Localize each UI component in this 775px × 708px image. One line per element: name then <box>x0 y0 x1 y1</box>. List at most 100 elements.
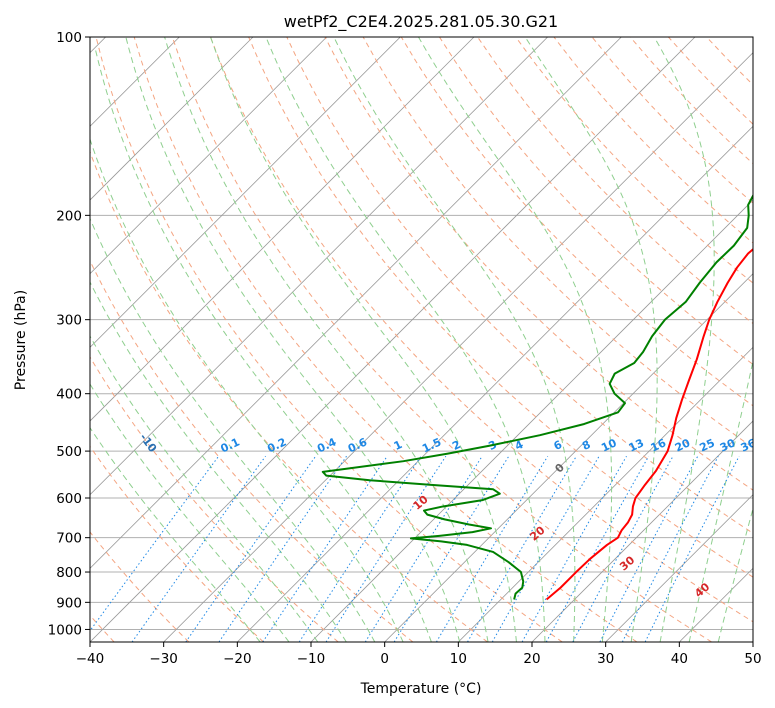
mixing-ratio-line-1 <box>262 455 388 642</box>
moist-adiabat-36 <box>653 37 715 642</box>
mixing-ratio-line-13 <box>521 455 627 642</box>
dry-adiabat-130 <box>515 37 753 284</box>
mixing-ratio-label: 13 <box>627 436 646 454</box>
dewpoint-profile <box>321 193 753 600</box>
y-tick-label: 800 <box>56 565 82 581</box>
moist-adiabat--8 <box>90 280 347 642</box>
mixing-ratio-label: 20 <box>673 436 693 454</box>
dry-adiabat-70 <box>286 37 753 534</box>
mixing-ratio-label: 0.6 <box>346 435 369 455</box>
dry-adiabat-10 <box>90 150 488 642</box>
isotherm--40 <box>90 37 696 642</box>
moist-adiabat-20 <box>265 37 546 642</box>
mixing-ratio-line-6 <box>435 455 549 642</box>
dry-adiabat-150 <box>591 37 753 204</box>
y-tick-label: 700 <box>56 531 82 547</box>
isotherm--70 <box>90 37 475 422</box>
y-tick-label: 900 <box>56 595 82 611</box>
mixing-ratio-label: 0.2 <box>265 435 288 455</box>
mixing-ratio-label: 36 <box>739 436 759 454</box>
x-tick-label: −10 <box>297 651 326 667</box>
y-tick-label: 400 <box>56 387 82 403</box>
isotherm--30 <box>163 52 753 642</box>
x-tick-label: −40 <box>76 651 105 667</box>
moist-adiabat--4 <box>90 217 376 642</box>
mixing-ratio-line-4 <box>393 455 510 642</box>
mixing-ratio-line-30 <box>621 455 719 642</box>
dry-adiabat--20 <box>90 445 264 642</box>
moist-adiabat-label: 20 <box>527 523 547 543</box>
isotherm--20 <box>237 125 753 642</box>
mixing-ratio-line-16 <box>545 455 650 642</box>
isotherm-10 <box>458 346 753 642</box>
moist-adiabat-label: 40 <box>692 580 712 600</box>
moist-adiabat-0 <box>90 137 404 642</box>
plot-frame <box>89 36 754 643</box>
moist-adiabat-24 <box>333 37 576 642</box>
dry-adiabat-60 <box>248 37 753 578</box>
dry-adiabat-100 <box>400 37 753 407</box>
moist-adiabat--16 <box>90 383 290 642</box>
isotherm-0 <box>384 273 753 642</box>
moist-adiabat-32 <box>524 37 658 642</box>
mixing-ratio-label: 10 <box>599 436 619 454</box>
moist-adiabat-8 <box>125 37 461 642</box>
moist-adiabat-16 <box>210 37 517 642</box>
y-tick-label: 100 <box>56 30 82 46</box>
mixing-ratio-label: 16 <box>649 436 669 454</box>
chart-title: wetPf2_C2E4.2025.281.05.30.G21 <box>284 12 558 32</box>
isotherm--10 <box>310 199 753 642</box>
moist-adiabat--12 <box>90 335 319 642</box>
moist-adiabat-12 <box>164 37 489 642</box>
temperature-profile <box>545 247 753 601</box>
mixing-ratio-line-36 <box>644 455 740 642</box>
y-tick-label: 300 <box>56 313 82 329</box>
mixing-ratio-line-0.1 <box>90 455 220 632</box>
mixing-ratio-line-25 <box>599 455 699 642</box>
x-axis-label: Temperature (°C) <box>360 681 482 697</box>
y-tick-label: 200 <box>56 208 82 224</box>
y-tick-label: 1000 <box>48 622 82 638</box>
dry-adiabat--10 <box>90 356 339 642</box>
mixing-ratio-line-0.4 <box>185 455 317 642</box>
isotherm-40 <box>679 567 753 642</box>
x-tick-label: −20 <box>223 651 252 667</box>
dry-adiabat-40 <box>171 37 712 642</box>
dry-adiabat-50 <box>210 37 753 623</box>
y-tick-label: 600 <box>56 491 82 507</box>
dry-adiabat-110 <box>439 37 753 366</box>
mixing-ratio-label: 0.1 <box>219 435 242 455</box>
mixing-ratio-label: 25 <box>697 436 716 454</box>
x-tick-label: 50 <box>744 651 761 667</box>
x-tick-label: 0 <box>380 651 389 667</box>
mixing-ratio-line-0.2 <box>131 455 266 642</box>
moist-adiabat-4 <box>94 49 432 642</box>
isotherm--100 <box>90 37 254 201</box>
y-tick-label: 500 <box>56 444 82 460</box>
moist-adiabat-28 <box>418 37 613 642</box>
moist-adiabat-40 <box>688 358 753 642</box>
dry-adiabat-20 <box>95 37 563 642</box>
dry-adiabat-0 <box>90 259 414 642</box>
dry-adiabat-30 <box>133 37 638 642</box>
x-tick-label: 10 <box>450 651 467 667</box>
isotherm--60 <box>90 37 548 496</box>
moist-adiabat-label: 30 <box>617 553 637 573</box>
isotherm-30 <box>605 494 753 642</box>
x-tick-label: 20 <box>523 651 540 667</box>
moist-adiabat-44 <box>717 506 753 642</box>
dry-adiabat-180 <box>706 37 753 86</box>
dry-adiabat-170 <box>668 37 753 125</box>
mixing-ratio-label: 1.5 <box>420 435 443 455</box>
mixing-ratio-label: 0.4 <box>315 435 338 455</box>
isotherm-50 <box>752 641 753 642</box>
mixing-ratio-line-20 <box>572 455 674 642</box>
dry-adiabat-120 <box>477 37 753 325</box>
isotherm-zero-label: 0 <box>552 461 567 476</box>
x-tick-label: 30 <box>597 651 614 667</box>
mixing-ratio-line-0.6 <box>218 455 347 642</box>
mixing-ratio-label: 30 <box>718 436 738 454</box>
x-tick-label: 40 <box>671 651 688 667</box>
moist-adiabat--20 <box>90 426 261 642</box>
